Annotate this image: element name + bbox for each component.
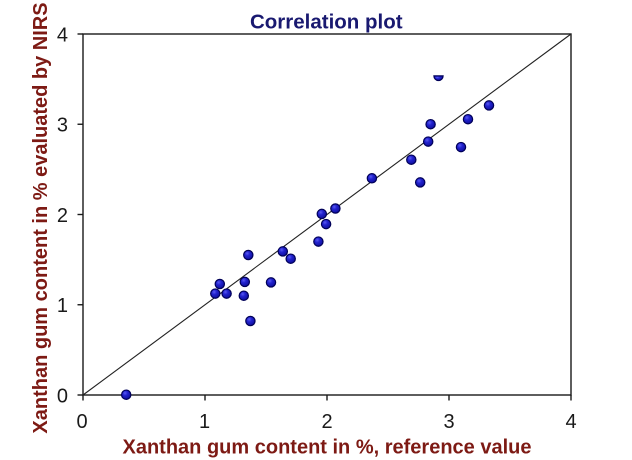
svg-text:1: 1 [57,295,68,317]
svg-text:0: 0 [57,385,68,407]
svg-text:Correlation plot: Correlation plot [250,11,403,34]
svg-text:4: 4 [57,24,68,46]
svg-text:3: 3 [57,115,68,137]
svg-text:3: 3 [443,411,454,433]
svg-text:Xanthan gum content in %, refe: Xanthan gum content in %, reference valu… [123,437,532,459]
svg-text:1: 1 [199,411,210,433]
svg-text:0: 0 [76,411,87,433]
svg-text:2: 2 [57,205,68,227]
svg-text:Xanthan gum content in % evalu: Xanthan gum content in % evaluated by NI… [30,2,52,433]
svg-text:2: 2 [321,411,332,433]
svg-text:4: 4 [565,411,576,433]
